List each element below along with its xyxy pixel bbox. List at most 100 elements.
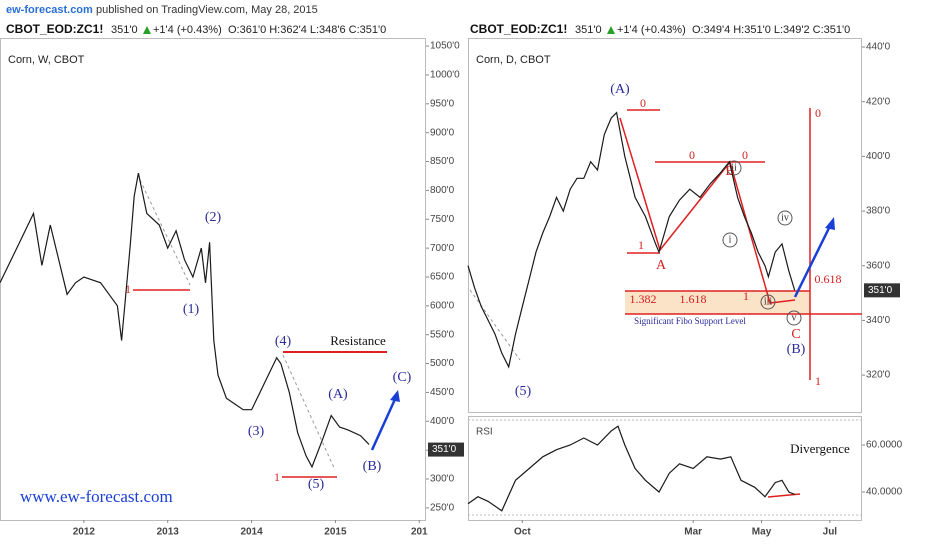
wave-circle	[722, 232, 738, 248]
symbol: CBOT_EOD:ZC1!	[6, 22, 103, 36]
right-drawings	[469, 108, 862, 498]
left-drawings	[133, 179, 400, 478]
site: ew-forecast.com	[6, 4, 93, 16]
price-tag-label: 351'0	[868, 285, 893, 296]
y-tick-label: 40.0000	[866, 487, 903, 498]
y-tick-label: 420'0	[866, 96, 891, 107]
fib-label: 0	[689, 148, 695, 162]
ohlc: O:361'0 H:362'4 L:348'6 C:351'0	[228, 24, 386, 36]
guide	[139, 179, 191, 286]
x-tick-label: 2014	[240, 527, 263, 538]
arrow	[370, 396, 398, 451]
fib-label: 0	[815, 106, 821, 120]
wave-label: v	[792, 312, 797, 323]
wave-circle	[786, 310, 802, 326]
wave-label: i	[729, 234, 732, 245]
fib-label: 1	[743, 289, 749, 303]
guide	[469, 289, 521, 361]
fib-label: 1	[274, 470, 280, 484]
y-tick-label: 300'0	[430, 474, 455, 485]
wave-circle	[726, 160, 742, 176]
y-tick-label: 60.0000	[866, 440, 903, 451]
left-pane	[0, 38, 426, 521]
y-tick-label: 400'0	[866, 151, 891, 162]
y-tick-label: 500'0	[430, 358, 455, 369]
price-tag-label: 351'0	[432, 444, 457, 455]
y-tick-label: 700'0	[430, 243, 455, 254]
x-tick-label: May	[752, 527, 772, 538]
fib-label: 1	[125, 282, 131, 296]
y-tick-label: 550'0	[430, 329, 455, 340]
resistance-label: Resistance	[330, 333, 386, 348]
wave-label: (4)	[275, 334, 292, 349]
y-tick-label: 900'0	[430, 127, 455, 138]
fib-label: 1	[638, 238, 644, 252]
frames	[0, 38, 862, 521]
arrow-head	[390, 390, 400, 402]
watermark: www.ew-forecast.com	[20, 487, 173, 506]
rsi-pane	[468, 416, 862, 521]
wave-label: iii	[764, 296, 773, 307]
change: +1'4 (+0.43%)	[153, 24, 222, 36]
wave-label: B	[725, 164, 734, 179]
change: +1'4 (+0.43%)	[617, 24, 686, 36]
y-tick-label: 320'0	[866, 370, 891, 381]
x-tick-label: 201	[411, 527, 428, 538]
pane-title: Corn, D, CBOT	[476, 54, 551, 66]
fib-label: 0	[640, 96, 646, 110]
pane-title: Corn, W, CBOT	[8, 54, 85, 66]
wave-label: ii	[731, 162, 737, 173]
y-tick-label: 340'0	[866, 315, 891, 326]
y-tick-label: 1050'0	[430, 41, 460, 52]
ohlc: O:349'4 H:351'0 L:349'2 C:351'0	[692, 24, 850, 36]
y-tick-label: 1000'0	[430, 70, 460, 81]
x-tick-label: 2015	[324, 527, 347, 538]
pane-title: RSI	[476, 427, 493, 438]
divergence-line	[767, 493, 801, 498]
wave-circle	[777, 210, 793, 226]
fib-label: 1	[815, 374, 821, 388]
y-tick-label: 850'0	[430, 156, 455, 167]
wave-label: (B)	[787, 342, 806, 357]
up-icon	[143, 26, 151, 34]
y-tick-label: 650'0	[430, 272, 455, 283]
fib-label: 1.618	[680, 292, 707, 306]
guide	[282, 354, 336, 471]
wave-label: (2)	[205, 210, 222, 225]
y-tick-label: 380'0	[866, 206, 891, 217]
up-icon	[607, 26, 615, 34]
right-pane	[468, 38, 862, 413]
y-tick-label: 950'0	[430, 98, 455, 109]
divergence-label: Divergence	[790, 441, 850, 456]
arrow	[793, 225, 832, 298]
price-tag	[864, 283, 900, 298]
wave-label: iv	[781, 212, 789, 223]
last: 351'0	[111, 24, 138, 36]
wave-label: (C)	[393, 370, 412, 385]
y-tick-label: 440'0	[866, 42, 891, 53]
y-tick-label: 750'0	[430, 214, 455, 225]
wave-label: (1)	[183, 302, 200, 317]
y-tick-label: 450'0	[430, 387, 455, 398]
fib-label: 1.382	[630, 292, 657, 306]
wave-circle	[760, 294, 776, 310]
price-line	[467, 111, 796, 369]
price-line	[467, 425, 795, 512]
y-tick-label: 800'0	[430, 185, 455, 196]
wave-label: (B)	[363, 459, 382, 474]
fib-label: 0	[742, 148, 748, 162]
x-tick-label: Mar	[684, 527, 702, 538]
last: 351'0	[575, 24, 602, 36]
price-line	[0, 172, 370, 469]
wave-label: (A)	[610, 82, 630, 97]
x-tick-label: 2013	[157, 527, 180, 538]
wave-label: (5)	[515, 384, 532, 399]
wave-label: (3)	[248, 424, 265, 439]
y-tick-label: 250'0	[430, 503, 455, 514]
arrow-head	[825, 217, 835, 230]
wave-label: (A)	[328, 387, 348, 402]
published: published on TradingView.com, May 28, 20…	[96, 4, 318, 16]
symbol: CBOT_EOD:ZC1!	[470, 22, 567, 36]
x-tick-label: 2012	[73, 527, 96, 538]
